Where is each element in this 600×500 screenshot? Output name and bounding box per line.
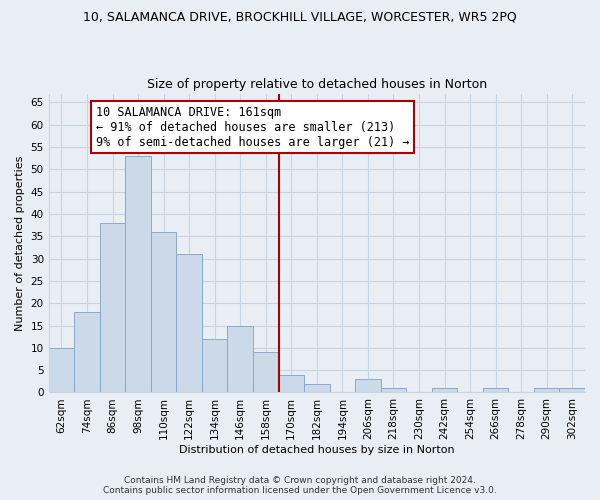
Bar [151, 232, 176, 392]
Bar [355, 379, 380, 392]
Bar [559, 388, 585, 392]
Bar [278, 374, 304, 392]
X-axis label: Distribution of detached houses by size in Norton: Distribution of detached houses by size … [179, 445, 455, 455]
Bar [202, 339, 227, 392]
Bar [304, 384, 329, 392]
Bar [49, 348, 74, 393]
Text: Contains HM Land Registry data © Crown copyright and database right 2024.
Contai: Contains HM Land Registry data © Crown c… [103, 476, 497, 495]
Bar [380, 388, 406, 392]
Bar [534, 388, 559, 392]
Title: Size of property relative to detached houses in Norton: Size of property relative to detached ho… [147, 78, 487, 91]
Bar [176, 254, 202, 392]
Bar [483, 388, 508, 392]
Bar [100, 223, 125, 392]
Bar [253, 352, 278, 393]
Bar [74, 312, 100, 392]
Text: 10, SALAMANCA DRIVE, BROCKHILL VILLAGE, WORCESTER, WR5 2PQ: 10, SALAMANCA DRIVE, BROCKHILL VILLAGE, … [83, 10, 517, 23]
Bar [125, 156, 151, 392]
Bar [227, 326, 253, 392]
Bar [432, 388, 457, 392]
Y-axis label: Number of detached properties: Number of detached properties [15, 156, 25, 330]
Text: 10 SALAMANCA DRIVE: 161sqm
← 91% of detached houses are smaller (213)
9% of semi: 10 SALAMANCA DRIVE: 161sqm ← 91% of deta… [96, 106, 409, 148]
